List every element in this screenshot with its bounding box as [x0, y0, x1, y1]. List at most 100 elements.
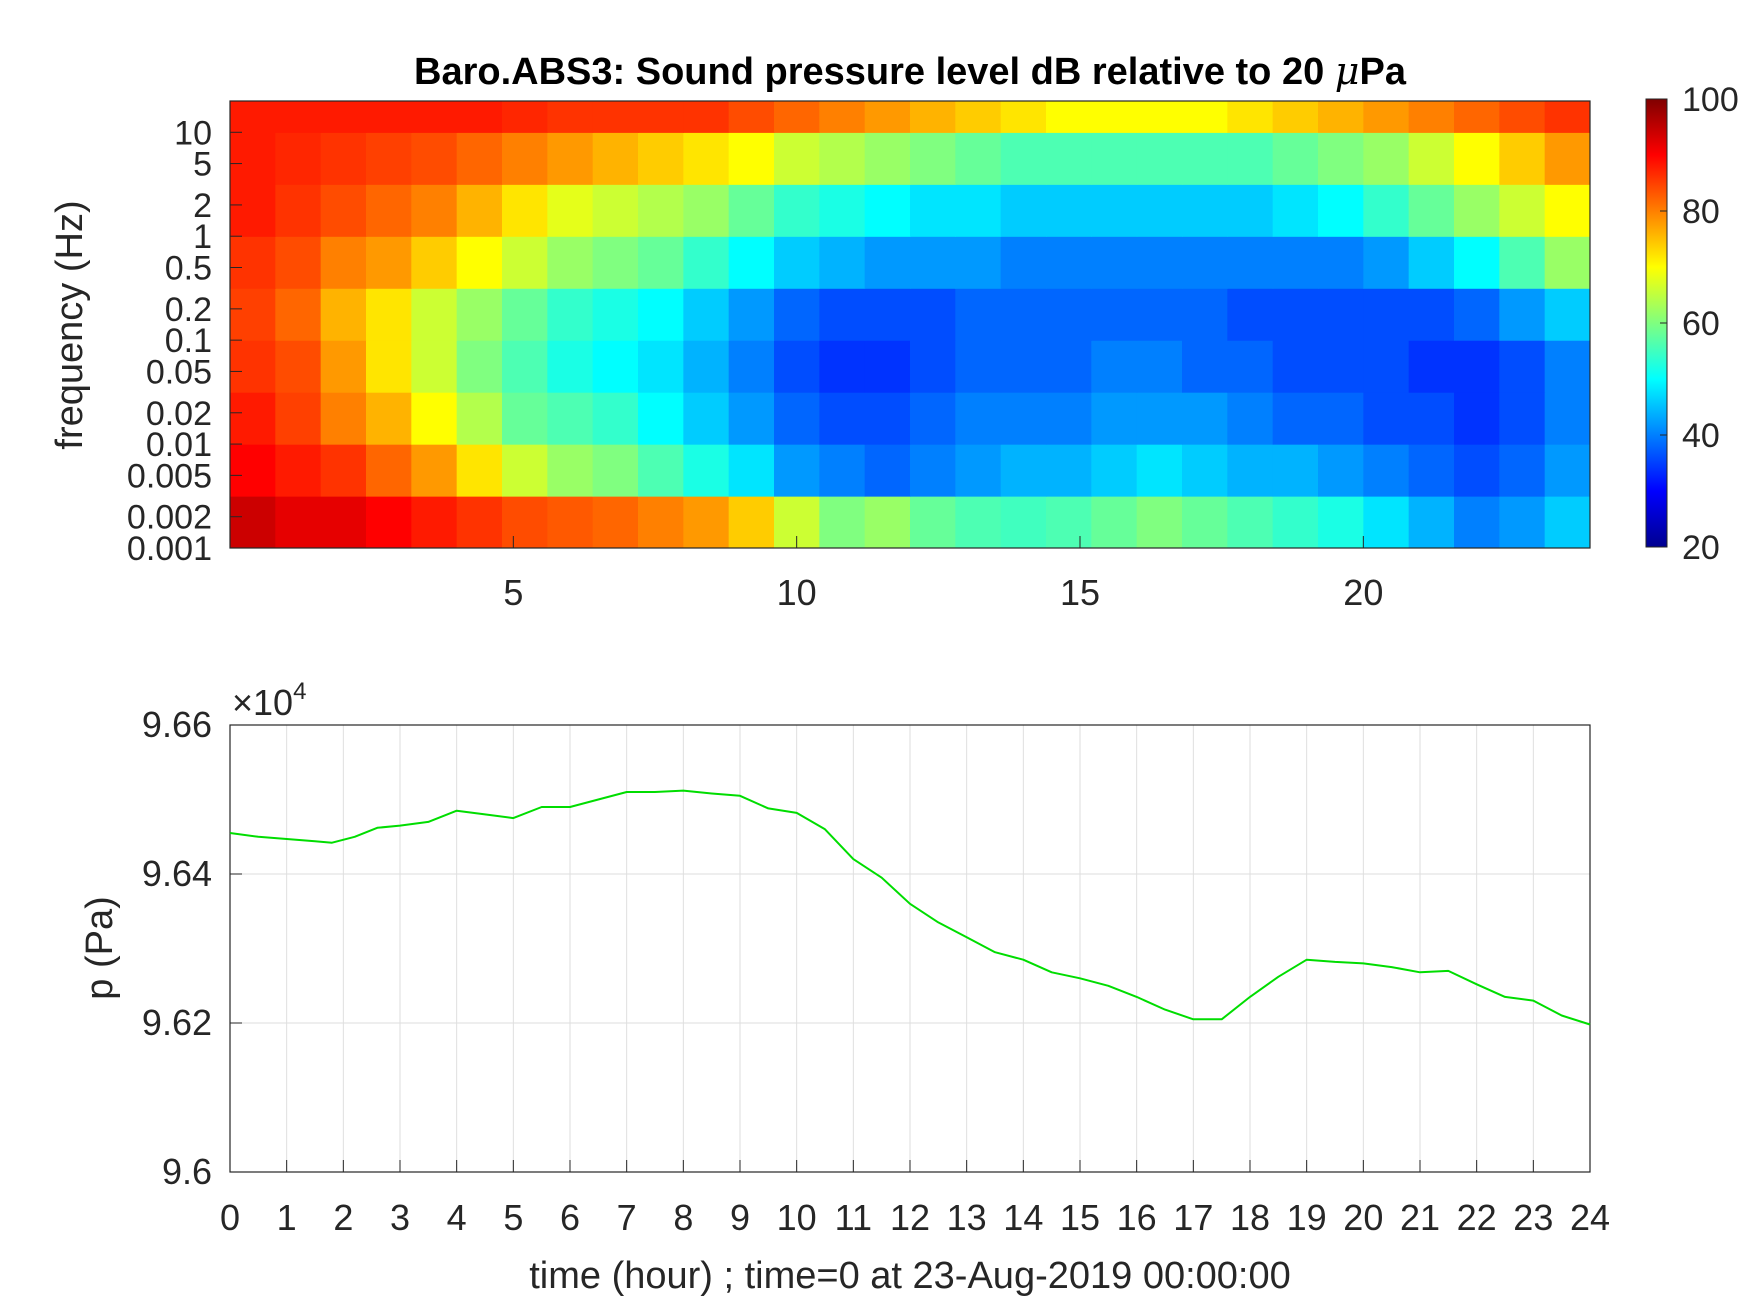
heatmap-cell: [502, 236, 548, 289]
x-tick-label: 13: [947, 1197, 987, 1238]
heatmap-cell: [1318, 392, 1364, 445]
heatmap-cell: [1544, 236, 1590, 289]
heatmap-cell: [456, 288, 503, 341]
heatmap-cell: [1091, 392, 1138, 445]
pressure-exponent-label: ×104: [232, 678, 306, 723]
heatmap-cell: [547, 184, 594, 237]
heatmap-cell: [638, 340, 684, 393]
heatmap-cell: [1182, 236, 1228, 289]
heatmap-cell: [1182, 184, 1228, 237]
heatmap-cell: [1318, 496, 1364, 548]
heatmap-cell: [1136, 496, 1183, 548]
heatmap-cell: [502, 496, 548, 548]
heatmap-cell: [411, 288, 458, 341]
x-tick-label: 2: [333, 1197, 353, 1238]
heatmap-cell: [275, 132, 322, 185]
heatmap-cell: [275, 392, 322, 445]
x-tick-label: 21: [1400, 1197, 1440, 1238]
heatmap-cell: [1318, 288, 1364, 341]
heatmap-cell: [638, 132, 684, 185]
heatmap-cell: [1136, 288, 1183, 341]
heatmap-cell: [1499, 340, 1546, 393]
heatmap-cell: [728, 340, 775, 393]
heatmap-cell: [456, 496, 503, 548]
heatmap-cell: [864, 132, 911, 185]
heatmap-cell: [592, 444, 639, 497]
heatmap-cell: [1454, 340, 1500, 393]
heatmap-cell: [1046, 288, 1092, 341]
heatmap-cell: [1408, 184, 1455, 237]
heatmap-cell: [1227, 236, 1274, 289]
heatmap-cell: [955, 288, 1002, 341]
heatmap-cell: [819, 340, 866, 393]
heatmap-cell: [547, 496, 594, 548]
heatmap-cell: [1363, 101, 1410, 133]
heatmap-cell: [592, 340, 639, 393]
heatmap-cell: [320, 184, 367, 237]
heatmap-cell: [774, 236, 820, 289]
heatmap-cell: [547, 288, 594, 341]
spectrogram-plot-frame: [229, 100, 1591, 549]
y-tick-label: 2: [193, 187, 212, 225]
heatmap-cell: [638, 444, 684, 497]
heatmap-cell: [1318, 101, 1364, 133]
heatmap-cell: [1000, 236, 1047, 289]
heatmap-cell: [1091, 496, 1138, 548]
heatmap-cell: [456, 101, 503, 133]
pressure-y-ticks: 9.6 9.62 9.64 9.66: [142, 704, 242, 1192]
x-tick-label: 10: [777, 572, 817, 613]
colorbar-ticks: 20 40 60 80 100: [1660, 81, 1739, 567]
heatmap-cell: [547, 132, 594, 185]
x-tick-label: 6: [560, 1197, 580, 1238]
heatmap-cell: [547, 444, 594, 497]
pressure-series-line: [229, 789, 1591, 1026]
heatmap-cell: [1227, 132, 1274, 185]
heatmap-cell: [1046, 444, 1092, 497]
heatmap-cell: [275, 236, 322, 289]
heatmap-cell: [683, 496, 730, 548]
pressure-grid: [229, 724, 1591, 1173]
heatmap-cell: [1091, 132, 1138, 185]
heatmap-cell: [230, 392, 276, 445]
heatmap-cell: [275, 340, 322, 393]
heatmap-cell: [1272, 392, 1319, 445]
heatmap-cell: [320, 444, 367, 497]
heatmap-cell: [456, 184, 503, 237]
heatmap-cell: [592, 496, 639, 548]
heatmap-cell: [1499, 236, 1546, 289]
pressure-x-ticks: 0 1 2 3 4 5 6 7 8 9 10 11 12 13 14 15 16 17 18 19 20 21 22 23 24: [220, 1160, 1610, 1238]
y-tick-label: 0.2: [165, 291, 212, 329]
heatmap-cell: [728, 392, 775, 445]
x-tick-label: 12: [890, 1197, 930, 1238]
heatmap-cell: [1272, 288, 1319, 341]
heatmap-cell: [1454, 496, 1500, 548]
spectrogram-title: Baro.ABS3: Sound pressure level dB relat…: [414, 49, 1407, 93]
heatmap-cell: [1363, 132, 1410, 185]
heatmap-cell: [230, 288, 276, 341]
heatmap-cell: [1272, 101, 1319, 133]
heatmap-cell: [1091, 101, 1138, 133]
heatmap-cell: [955, 184, 1002, 237]
heatmap-cell: [1454, 236, 1500, 289]
heatmap-cell: [230, 101, 276, 133]
colorbar-tick-label: 80: [1682, 193, 1720, 231]
heatmap-cell: [728, 132, 775, 185]
heatmap-cell: [547, 236, 594, 289]
heatmap-cell: [910, 496, 956, 548]
colorbar-tick-label: 60: [1682, 305, 1720, 343]
heatmap-cell: [320, 392, 367, 445]
x-tick-label: 3: [390, 1197, 410, 1238]
heatmap-cell: [1046, 101, 1092, 133]
heatmap-cell: [638, 101, 684, 133]
heatmap-cell: [819, 132, 866, 185]
heatmap-cell: [411, 236, 458, 289]
heatmap-cell: [230, 132, 276, 185]
heatmap-cell: [1091, 444, 1138, 497]
heatmap-cell: [1091, 288, 1138, 341]
heatmap-cell: [456, 132, 503, 185]
x-tick-label: 19: [1287, 1197, 1327, 1238]
heatmap-cell: [230, 184, 276, 237]
heatmap-cell: [1227, 101, 1274, 133]
heatmap-cell: [1454, 184, 1500, 237]
heatmap-cell: [366, 496, 412, 548]
